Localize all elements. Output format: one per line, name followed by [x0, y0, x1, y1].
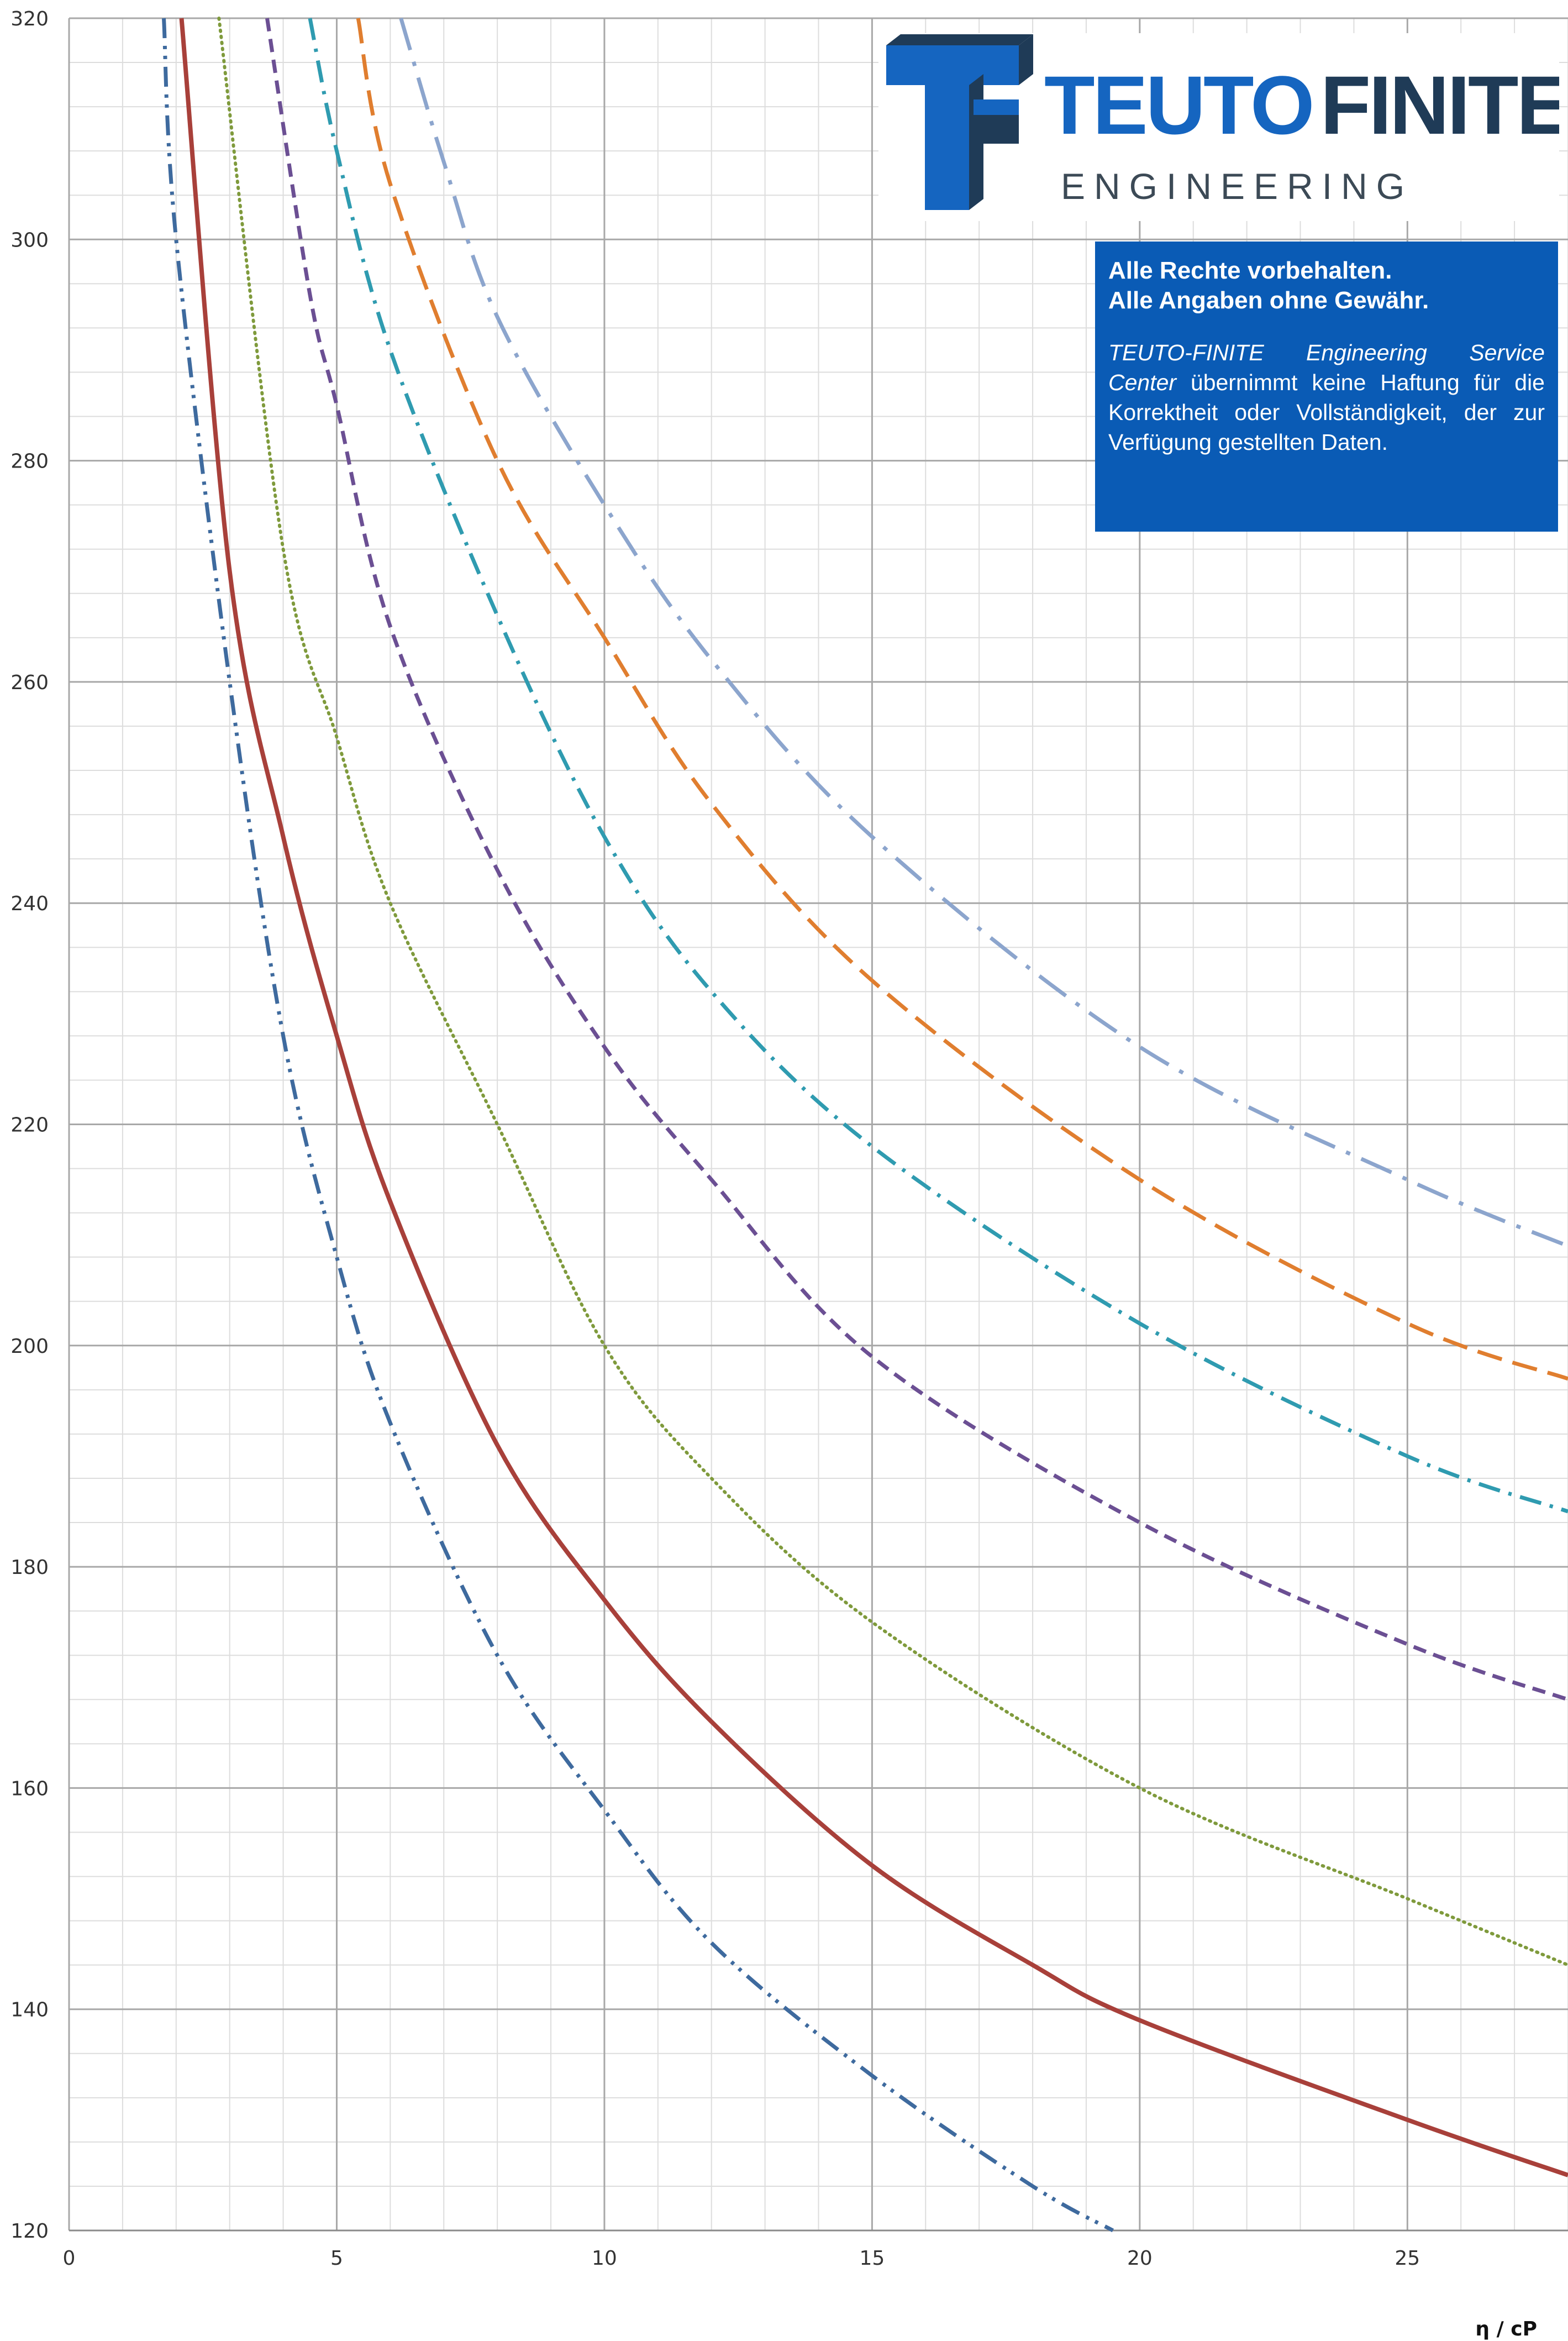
series-line-2 [179, 18, 1568, 2177]
x-tick-labels: 0 5 10 15 20 25 [63, 2247, 1420, 2270]
y-tick-label: 240 [10, 893, 49, 915]
y-tick-label: 180 [10, 1556, 49, 1579]
series-line-1 [162, 18, 1114, 2233]
x-tick-label: 5 [330, 2247, 343, 2270]
y-tick-label: 160 [10, 1777, 49, 1800]
y-tick-label: 140 [10, 1999, 49, 2022]
svg-text:TEUTOFINITE: TEUTOFINITE [1044, 59, 1559, 151]
logo-mark-icon: TEUTOFINITE ENGINEERING [886, 34, 1568, 210]
x-axis-label: η / cP [1475, 2318, 1537, 2340]
y-tick-label: 280 [10, 450, 49, 473]
series-line-6 [356, 18, 1568, 1381]
x-tick-label: 0 [63, 2247, 76, 2270]
x-tick-label: 10 [592, 2247, 617, 2270]
company-logo: TEUTOFINITE ENGINEERING [878, 33, 1568, 221]
series-line-5 [308, 18, 1568, 1514]
disclaimer-company: TEUTO-FINITE Engineering Service Center [1108, 340, 1545, 395]
y-tick-label: 120 [10, 2220, 49, 2243]
y-tick-labels: 120 140 160 180 200 220 240 260 280 300 320 [10, 8, 49, 2243]
disclaimer-line-1: Alle Rechte vorbehalten. [1108, 257, 1392, 284]
x-tick-label: 25 [1395, 2247, 1420, 2270]
series-line-7 [399, 17, 1568, 1248]
y-tick-label: 200 [10, 1335, 49, 1358]
disclaimer-line-2: Alle Angaben ohne Gewähr. [1108, 287, 1429, 314]
x-tick-label: 15 [859, 2247, 885, 2270]
series-line-3 [217, 17, 1568, 1967]
series-line-4 [265, 18, 1568, 1702]
disclaimer-text: übernimmt keine Haftung für die Korrekth… [1108, 370, 1545, 455]
disclaimer-body: TEUTO-FINITE Engineering Service Center … [1108, 338, 1545, 457]
y-tick-label: 320 [10, 8, 49, 30]
y-tick-label: 220 [10, 1114, 49, 1137]
x-tick-label: 20 [1127, 2247, 1153, 2270]
disclaimer-box: Alle Rechte vorbehalten. Alle Angaben oh… [1095, 242, 1558, 532]
logo-word-finite: FINITE [1320, 59, 1559, 151]
logo-word-teuto: TEUTO [1044, 59, 1313, 151]
y-tick-label: 300 [10, 229, 49, 251]
series-layer [162, 17, 1568, 2233]
y-tick-label: 260 [10, 671, 49, 694]
logo-tagline: ENGINEERING [1061, 166, 1413, 207]
